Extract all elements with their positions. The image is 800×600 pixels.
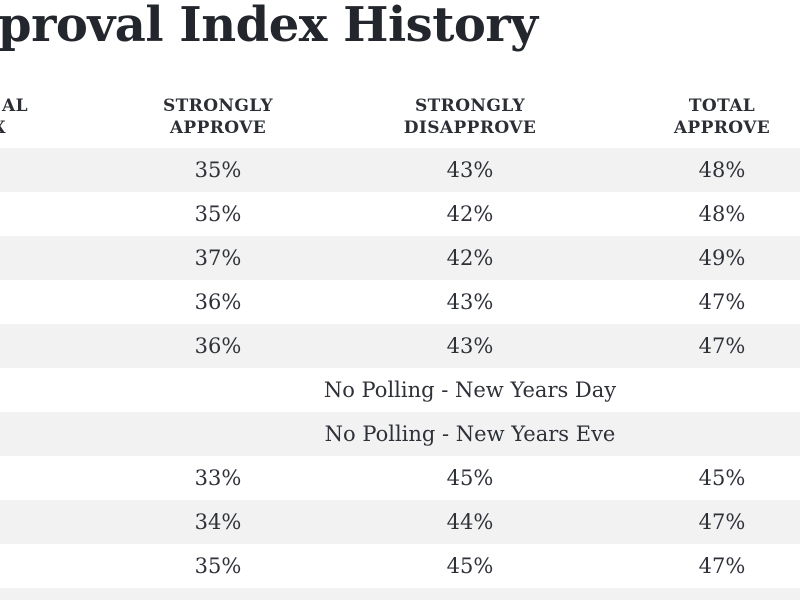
no-polling-note: No Polling - New Years Eve bbox=[324, 422, 616, 446]
cell-strongly-disapprove: 43% bbox=[446, 290, 494, 314]
cell-total-approve: 47% bbox=[698, 510, 746, 534]
approval-index-history-table: AL X STRONGLY APPROVE STRONGLY DISAPPROV… bbox=[0, 85, 800, 600]
col-header-strongly-disapprove: STRONGLY DISAPPROVE bbox=[344, 95, 596, 139]
page-title: proval Index History bbox=[0, 0, 538, 53]
table-row: 37% 42% 49% bbox=[0, 236, 800, 280]
cell-strongly-approve: 33% bbox=[194, 466, 242, 490]
cell-total-approve: 47% bbox=[698, 334, 746, 358]
table-row: 35% 42% 48% bbox=[0, 192, 800, 236]
cell-strongly-disapprove: 43% bbox=[446, 334, 494, 358]
cell-strongly-approve: 36% bbox=[194, 290, 242, 314]
cell-strongly-disapprove: 42% bbox=[446, 202, 494, 226]
col-header-line: STRONGLY bbox=[162, 95, 274, 116]
cell-total-approve: 48% bbox=[698, 158, 746, 182]
table-row: 34% 44% 47% bbox=[0, 500, 800, 544]
col-header-strongly-approve: STRONGLY APPROVE bbox=[92, 95, 344, 139]
no-polling-note: No Polling - New Years Day bbox=[323, 378, 617, 402]
col-header-line: DISAPPROVE bbox=[403, 117, 537, 138]
cell-total-approve: 45% bbox=[698, 466, 746, 490]
cell-strongly-approve: 35% bbox=[194, 202, 242, 226]
col-header-clipped-left-line2: X bbox=[0, 117, 6, 139]
cell-total-approve: 47% bbox=[698, 554, 746, 578]
table-body: 35% 43% 48% 35% 42% 48% 37% 42% 49% 36% … bbox=[0, 148, 800, 600]
col-header-line: APPROVE bbox=[169, 117, 267, 138]
cell-total-approve: 48% bbox=[698, 202, 746, 226]
cell-strongly-disapprove: 42% bbox=[446, 246, 494, 270]
table-row: 33% 45% 45% bbox=[0, 456, 800, 500]
cell-strongly-approve: 35% bbox=[194, 554, 242, 578]
cell-total-approve: 49% bbox=[698, 246, 746, 270]
table-row: 35% 45% 47% bbox=[0, 544, 800, 588]
table-row: 36% 43% 47% bbox=[0, 324, 800, 368]
col-header-clipped-left-line1: AL bbox=[2, 95, 28, 116]
col-header-total-approve: TOTAL APPROVE bbox=[596, 95, 800, 139]
cell-total-approve: 47% bbox=[698, 290, 746, 314]
cell-strongly-approve: 34% bbox=[194, 510, 242, 534]
col-header-line: APPROVE bbox=[673, 117, 771, 138]
cell-strongly-approve: 36% bbox=[194, 334, 242, 358]
cell-strongly-disapprove: 44% bbox=[446, 510, 494, 534]
col-header-clipped-left: AL X bbox=[0, 95, 92, 139]
table-row: 35% 43% 48% bbox=[0, 148, 800, 192]
cell-strongly-disapprove: 45% bbox=[446, 554, 494, 578]
table-row bbox=[0, 588, 800, 600]
cell-strongly-approve: 35% bbox=[194, 158, 242, 182]
cell-strongly-disapprove: 43% bbox=[446, 158, 494, 182]
table-row-note: No Polling - New Years Eve bbox=[0, 412, 800, 456]
cell-strongly-disapprove: 45% bbox=[446, 466, 494, 490]
col-header-line: TOTAL bbox=[688, 95, 756, 116]
cell-strongly-approve: 37% bbox=[194, 246, 242, 270]
col-header-line: STRONGLY bbox=[414, 95, 526, 116]
table-row: 36% 43% 47% bbox=[0, 280, 800, 324]
table-row-note: No Polling - New Years Day bbox=[0, 368, 800, 412]
table-header-row: AL X STRONGLY APPROVE STRONGLY DISAPPROV… bbox=[0, 85, 800, 148]
